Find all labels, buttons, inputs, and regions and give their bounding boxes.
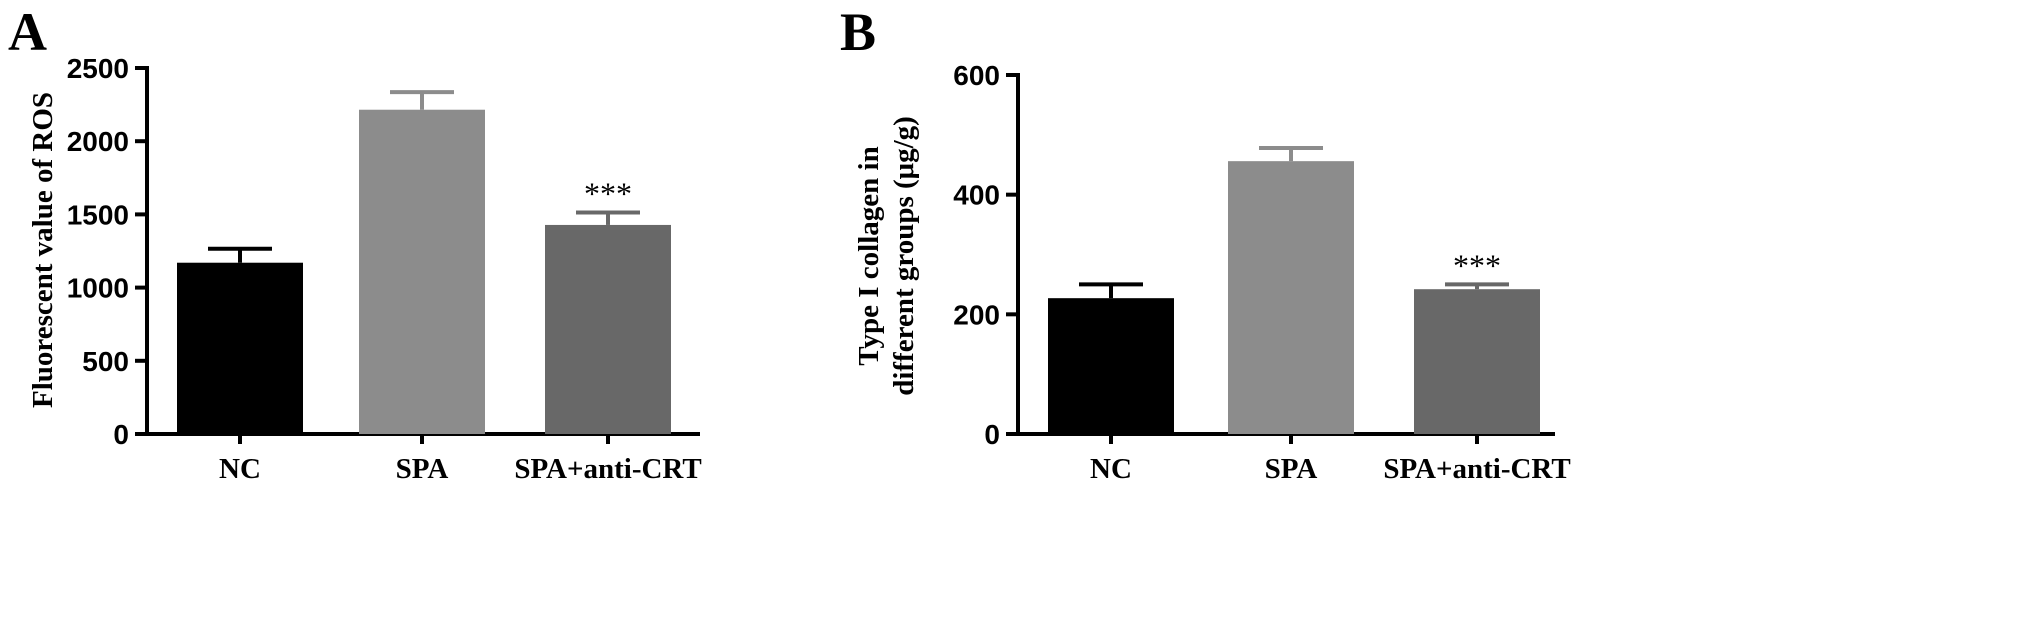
y-tick-label: 200 <box>953 299 1000 330</box>
x-tick-label: SPA+anti-CRT <box>1383 453 1570 485</box>
panel-b-y-axis-label-line1: Type I collagen in <box>853 146 885 365</box>
x-tick-label: NC <box>219 453 261 485</box>
panel-b-chart: B Type I collagen in different groups (μ… <box>840 2 1571 485</box>
significance-label: *** <box>584 175 632 211</box>
bar-spa <box>359 109 485 434</box>
panel-b-y-axis-label-line2: different groups (μg/g) <box>888 116 920 396</box>
y-tick-label: 2000 <box>67 126 129 157</box>
y-tick-label: 2500 <box>67 53 129 84</box>
x-tick-label: SPA+anti-CRT <box>514 453 701 485</box>
y-tick-label: 600 <box>953 60 1000 91</box>
x-tick-label: NC <box>1090 453 1132 485</box>
x-tick-label: SPA <box>396 453 449 485</box>
y-tick-label: 1000 <box>67 273 129 304</box>
y-tick-label: 0 <box>113 419 129 450</box>
panel-b-letter: B <box>840 2 876 62</box>
x-tick-label: SPA <box>1265 453 1318 485</box>
bar-spa-anti-crt <box>1414 289 1540 434</box>
panel-a-letter: A <box>8 2 47 62</box>
bar-spa-anti-crt <box>545 224 671 434</box>
panel-a-chart: A Fluorescent value of ROS 0 500 1000 1500 2… <box>8 2 702 485</box>
y-tick-label: 0 <box>984 419 1000 450</box>
bar-nc <box>1048 298 1174 434</box>
y-tick-label: 400 <box>953 180 1000 211</box>
panel-a-y-axis-label: Fluorescent value of ROS <box>27 92 59 408</box>
bar-nc <box>177 262 303 434</box>
significance-label: *** <box>1453 247 1501 283</box>
y-tick-label: 1500 <box>67 199 129 230</box>
bar-spa <box>1228 161 1354 434</box>
y-tick-label: 500 <box>82 346 129 377</box>
